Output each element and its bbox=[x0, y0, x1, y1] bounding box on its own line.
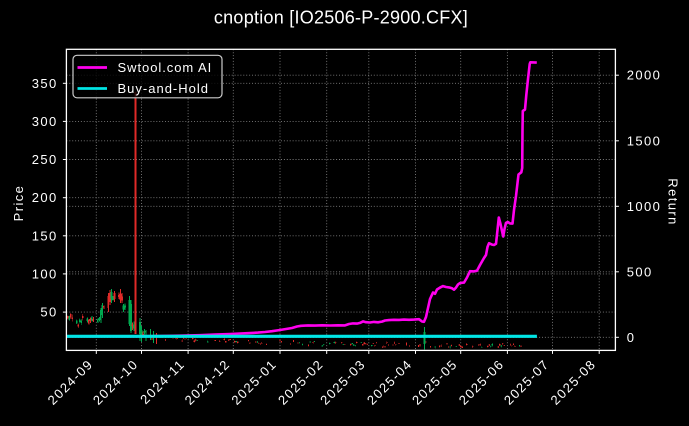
svg-text:cnoption [IO2506-P-2900.CFX]: cnoption [IO2506-P-2900.CFX] bbox=[214, 8, 468, 28]
svg-text:0: 0 bbox=[627, 330, 636, 345]
svg-text:Price: Price bbox=[11, 185, 26, 222]
svg-text:1500: 1500 bbox=[627, 133, 662, 148]
svg-text:250: 250 bbox=[32, 152, 58, 167]
svg-text:1000: 1000 bbox=[627, 199, 662, 214]
svg-text:Return: Return bbox=[666, 178, 681, 225]
svg-text:150: 150 bbox=[32, 228, 58, 243]
svg-text:350: 350 bbox=[32, 76, 58, 91]
svg-text:200: 200 bbox=[32, 190, 58, 205]
svg-text:100: 100 bbox=[32, 266, 58, 281]
svg-text:300: 300 bbox=[32, 114, 58, 129]
svg-text:2000: 2000 bbox=[627, 68, 662, 83]
svg-text:Swtool.com AI: Swtool.com AI bbox=[118, 60, 213, 75]
svg-text:Buy-and-Hold: Buy-and-Hold bbox=[118, 81, 210, 96]
svg-text:50: 50 bbox=[40, 305, 57, 320]
svg-text:500: 500 bbox=[627, 264, 653, 279]
